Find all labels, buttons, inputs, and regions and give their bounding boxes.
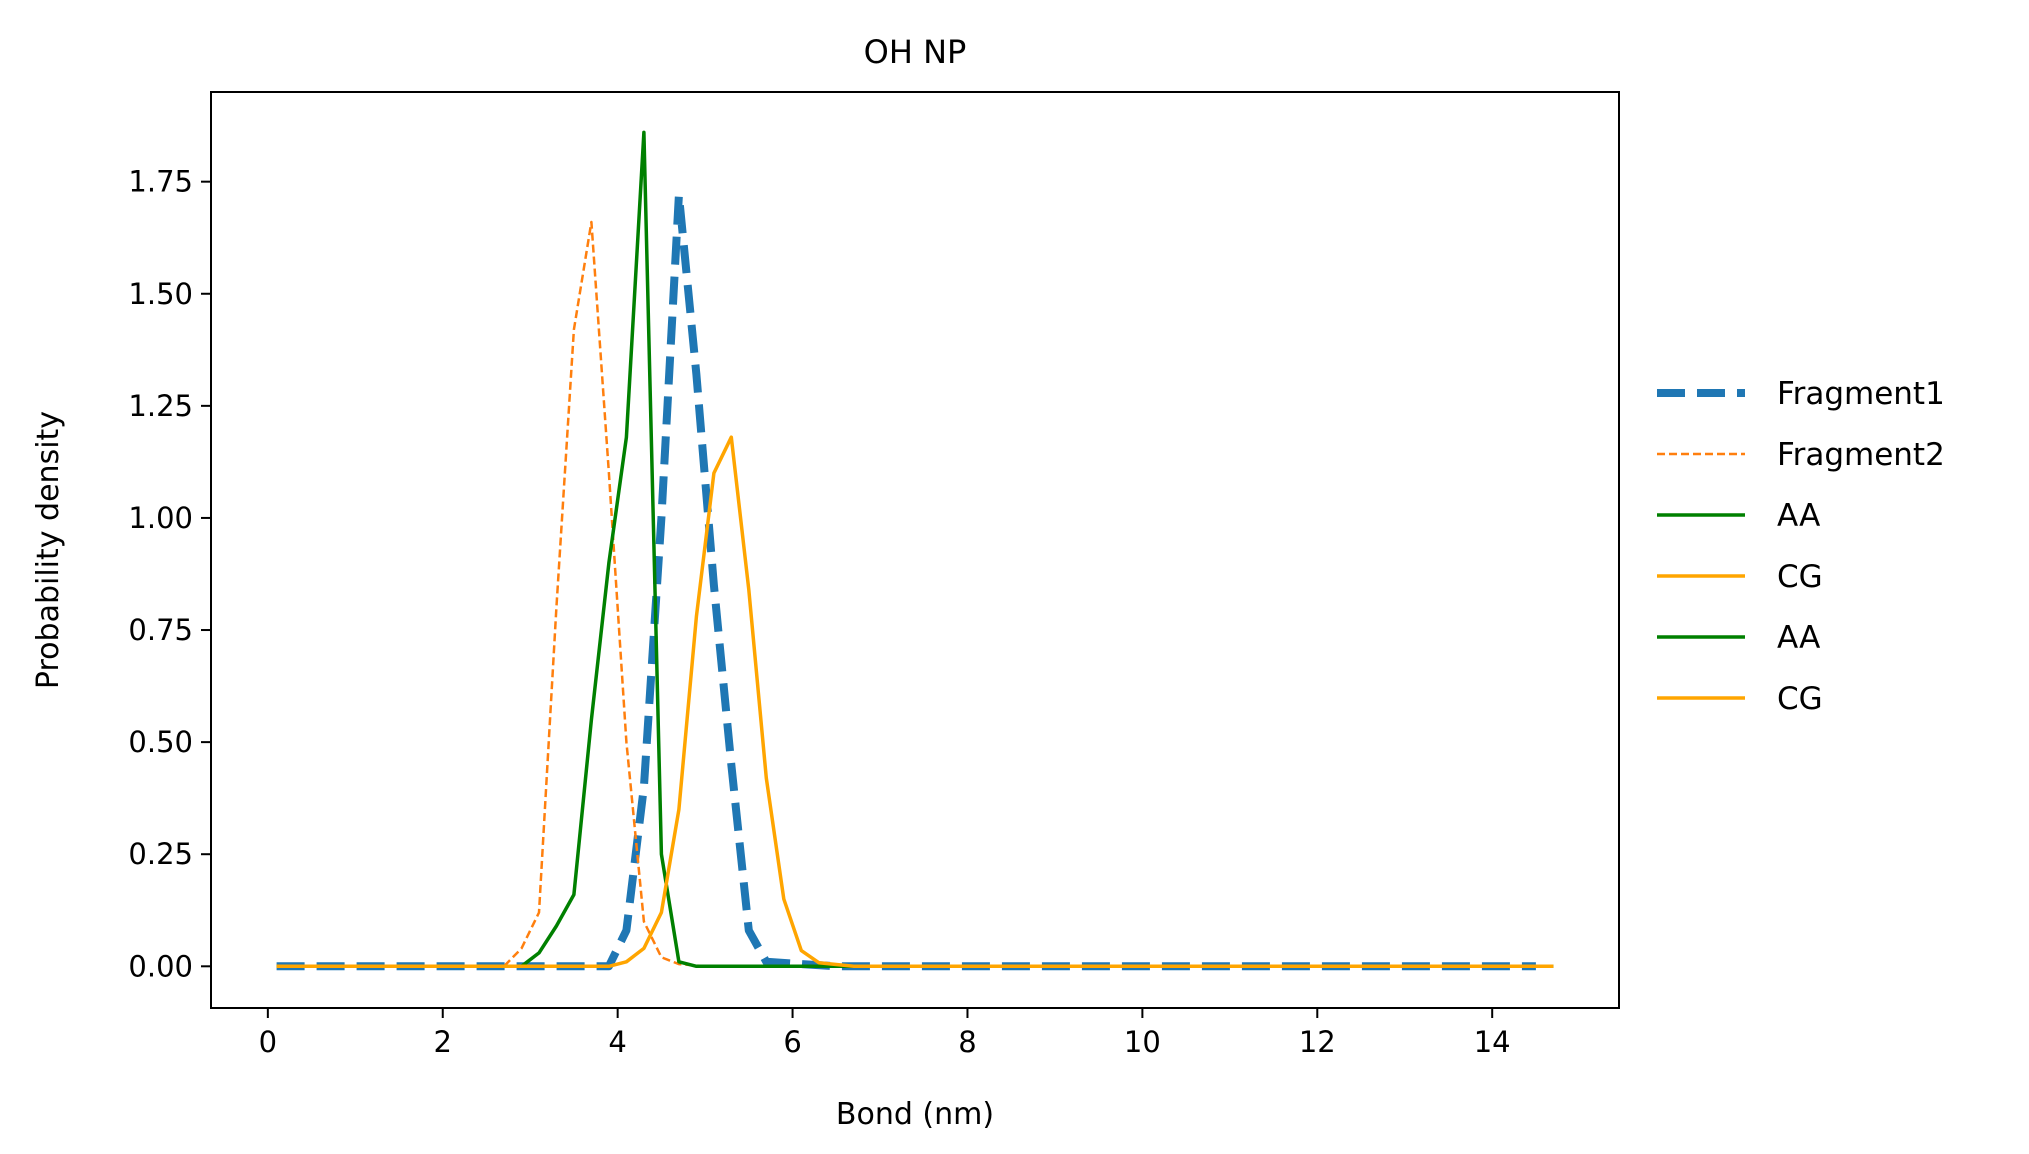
x-tick-label: 12 — [1299, 1025, 1336, 1059]
x-tick-label: 14 — [1474, 1025, 1511, 1059]
x-tick-label: 8 — [958, 1025, 976, 1059]
chart-title: OH NP — [864, 33, 967, 71]
x-tick-label: 0 — [259, 1025, 277, 1059]
x-axis-label: Bond (nm) — [836, 1097, 994, 1132]
y-tick-label: 1.50 — [128, 277, 193, 311]
legend-label: Fragment1 — [1777, 376, 1945, 412]
x-tick-label: 6 — [783, 1025, 801, 1059]
series-line-aa — [276, 130, 1554, 969]
y-tick-label: 1.75 — [128, 165, 193, 199]
series-line-fragment2 — [276, 220, 1536, 968]
legend-label: Fragment2 — [1777, 437, 1945, 473]
legend: Fragment1 Fragment2 AA CG AA CG — [1657, 376, 1945, 717]
legend-label: CG — [1777, 681, 1823, 717]
y-tick-label: 0.75 — [128, 613, 193, 647]
x-tick-label: 2 — [434, 1025, 452, 1059]
x-axis: 0 2 4 6 8 10 12 14 — [259, 1008, 1511, 1059]
y-tick-label: 0.25 — [128, 837, 193, 871]
axes-frame — [210, 91, 1620, 1009]
y-axis: 0.00 0.25 0.50 0.75 1.00 1.25 1.50 1.75 — [128, 165, 211, 983]
y-tick-label: 1.25 — [128, 389, 193, 423]
y-tick-label: 0.50 — [128, 725, 193, 759]
legend-label: CG — [1777, 559, 1823, 595]
x-tick-label: 4 — [608, 1025, 626, 1059]
y-tick-label: 0.00 — [128, 949, 193, 983]
series-line-fragment1 — [276, 191, 1536, 971]
legend-label: AA — [1777, 620, 1820, 656]
y-tick-label: 1.00 — [128, 501, 193, 535]
y-axis-label: Probability density — [31, 411, 66, 689]
legend-label: AA — [1777, 498, 1820, 534]
series-group — [276, 130, 1554, 971]
x-tick-label: 10 — [1124, 1025, 1161, 1059]
series-line-cg — [276, 435, 1554, 969]
